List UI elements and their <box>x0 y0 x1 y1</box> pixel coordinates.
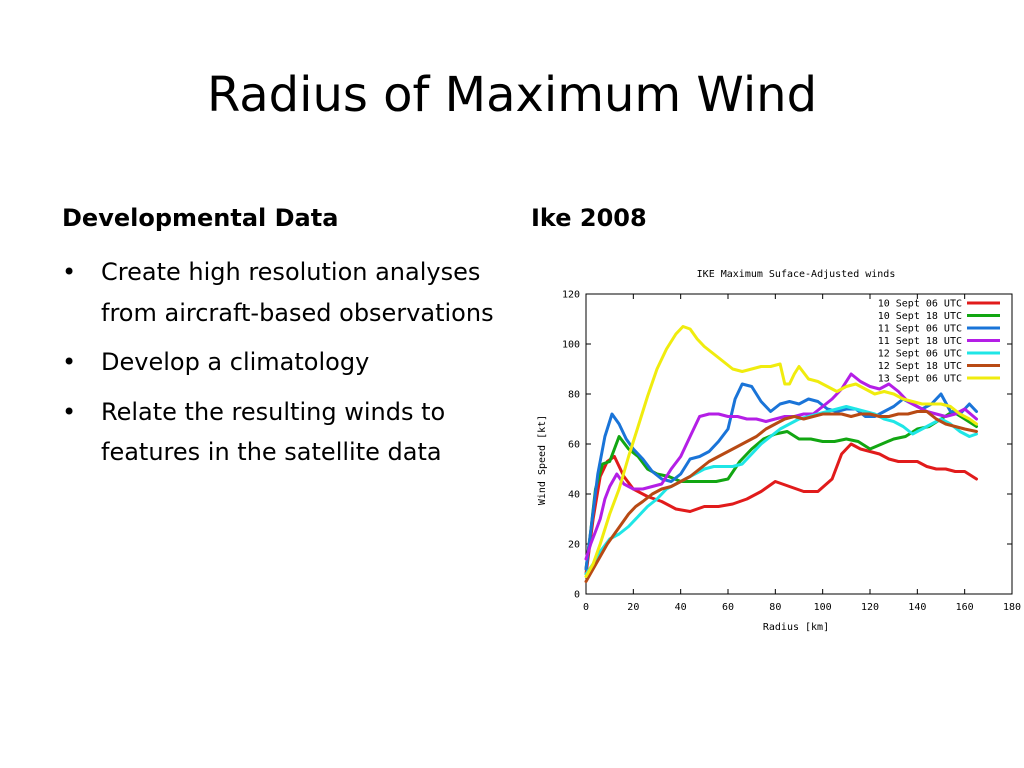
chart-series <box>584 325 978 583</box>
legend-label-12-sept-06-utc: 12 Sept 06 UTC <box>878 349 962 360</box>
bullet-text: Create high resolution analyses from air… <box>101 258 494 327</box>
x-tick-label: 140 <box>908 602 926 613</box>
bullet-item: • Relate the resulting winds to features … <box>62 392 502 473</box>
series-line-13-sept-06-utc <box>584 325 978 578</box>
left-column-heading: Developmental Data <box>62 204 339 232</box>
series-line-12-sept-18-utc <box>584 410 978 583</box>
chart-title: IKE Maximum Suface-Adjusted winds <box>697 269 896 280</box>
legend-label-13-sept-06-utc: 13 Sept 06 UTC <box>878 374 962 385</box>
y-tick-label: 20 <box>568 540 580 551</box>
bullet-text: Develop a climatology <box>101 348 370 376</box>
x-tick-label: 100 <box>814 602 832 613</box>
bullet-dot-icon: • <box>62 258 77 286</box>
series-line-12-sept-06-utc <box>584 405 978 576</box>
x-tick-label: 180 <box>1003 602 1021 613</box>
y-axis-label: Wind Speed [kt] <box>537 415 548 505</box>
x-tick-label: 40 <box>675 602 687 613</box>
y-tick-label: 120 <box>562 290 580 301</box>
bullet-text: Relate the resulting winds to features i… <box>101 397 446 467</box>
x-tick-label: 120 <box>861 602 879 613</box>
wind-chart: IKE Maximum Suface-Adjusted winds 0 20 40 6… <box>530 258 1024 638</box>
series-line-10-sept-18-utc <box>584 410 978 571</box>
legend-label-11-sept-06-utc: 11 Sept 06 UTC <box>878 324 962 335</box>
x-tick-label: 80 <box>769 602 781 613</box>
x-tick-label: 160 <box>956 602 974 613</box>
x-tick-label: 60 <box>722 602 734 613</box>
x-axis-label: Radius [km] <box>763 622 829 633</box>
legend-label-11-sept-18-utc: 11 Sept 18 UTC <box>878 336 962 347</box>
bullet-dot-icon: • <box>62 348 77 376</box>
x-tick-label: 0 <box>583 602 589 613</box>
y-tick-label: 60 <box>568 440 580 451</box>
right-column-heading: Ike 2008 <box>531 204 647 232</box>
legend-label-10-sept-18-utc: 10 Sept 18 UTC <box>878 311 962 322</box>
bullet-item: • Develop a climatology <box>62 342 502 383</box>
legend-label-12-sept-18-utc: 12 Sept 18 UTC <box>878 361 962 372</box>
bullet-list: • Create high resolution analyses from ai… <box>62 252 502 482</box>
wind-chart-svg: IKE Maximum Suface-Adjusted winds 0 20 40 6… <box>537 269 1021 633</box>
y-tick-label: 40 <box>568 490 580 501</box>
x-tick-label: 20 <box>627 602 639 613</box>
bullet-dot-icon: • <box>62 397 77 426</box>
bullet-item: • Create high resolution analyses from ai… <box>62 252 502 333</box>
y-tick-label: 80 <box>568 390 580 401</box>
y-tick-label: 100 <box>562 340 580 351</box>
legend-label-10-sept-06-utc: 10 Sept 06 UTC <box>878 299 962 310</box>
slide-title: Radius of Maximum Wind <box>206 67 818 123</box>
chart-axes: 0 20 40 60 80 100 120 140 160 180 0 20 40 60 80 100 120 <box>562 290 1021 614</box>
y-tick-label: 0 <box>574 590 580 601</box>
